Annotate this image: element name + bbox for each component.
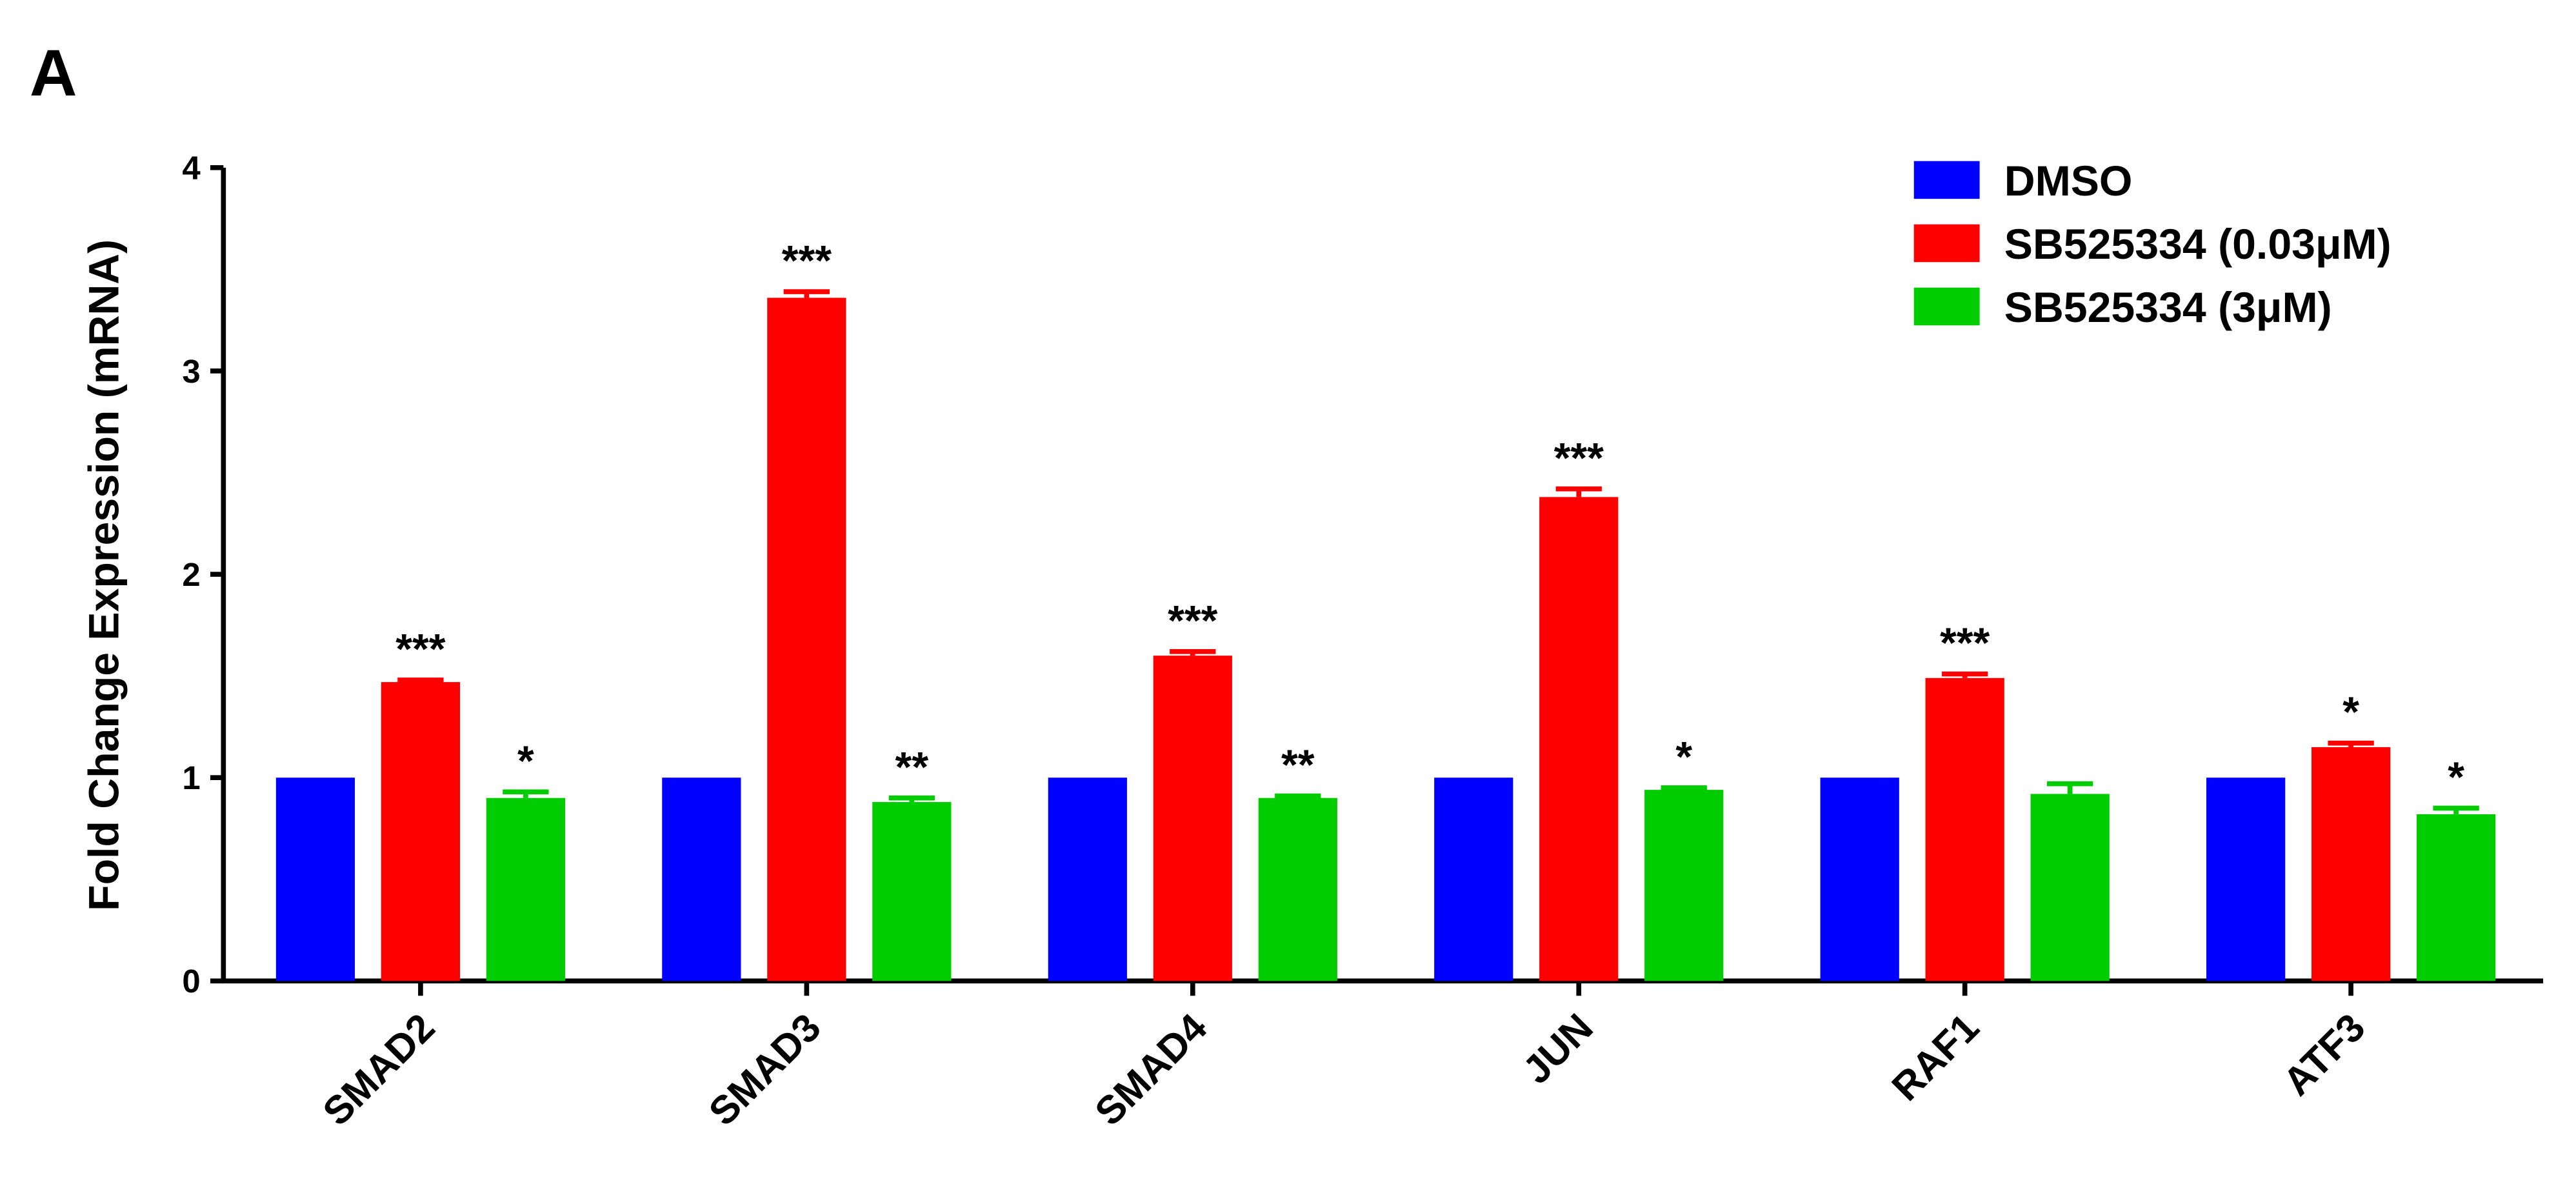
legend-swatch <box>1913 224 1980 263</box>
bar <box>486 798 566 981</box>
bar <box>2416 814 2496 981</box>
x-tick-label: RAF1 <box>1883 1005 1987 1109</box>
bar <box>872 802 952 981</box>
significance: *** <box>1554 434 1604 482</box>
y-tick-label: 3 <box>182 353 200 390</box>
x-tick-label: ATF3 <box>2275 1005 2373 1104</box>
x-tick-label: SMAD3 <box>701 1005 829 1134</box>
significance: *** <box>395 625 446 673</box>
bar <box>662 778 741 981</box>
x-tick-label: JUN <box>1514 1005 1601 1092</box>
bar <box>767 297 846 981</box>
y-tick-label: 4 <box>182 150 201 186</box>
bar <box>1925 677 2004 981</box>
y-tick-label: 2 <box>182 556 200 593</box>
bar <box>1539 497 1619 981</box>
x-tick-label: SMAD2 <box>314 1005 443 1134</box>
significance: *** <box>1940 619 1990 667</box>
bar <box>381 682 461 981</box>
significance: * <box>1675 734 1692 781</box>
bar <box>1048 778 1127 981</box>
significance: ** <box>1281 741 1315 789</box>
panel-label: A <box>30 36 77 110</box>
legend-swatch <box>1913 161 1980 199</box>
bar <box>1434 778 1513 981</box>
legend-label: SB525334 (0.03μM) <box>2004 221 2391 268</box>
legend-swatch <box>1913 287 1980 326</box>
significance: * <box>517 737 534 785</box>
bar <box>1153 656 1232 981</box>
significance: * <box>2342 688 2359 736</box>
y-tick-label: 1 <box>182 759 200 796</box>
significance: ** <box>895 743 929 791</box>
y-tick-label: 0 <box>182 963 200 999</box>
y-axis-label: Fold Change Expression (mRNA) <box>80 239 128 911</box>
bar <box>1820 778 1899 981</box>
legend-label: DMSO <box>2004 157 2133 205</box>
significance: * <box>2448 754 2464 801</box>
x-tick-label: SMAD4 <box>1086 1005 1215 1134</box>
bar <box>2030 794 2110 981</box>
bar <box>275 778 355 981</box>
bar <box>1258 798 1337 981</box>
bar <box>2311 747 2391 981</box>
bar <box>1644 790 1724 981</box>
legend-label: SB525334 (3μM) <box>2004 284 2332 332</box>
significance: *** <box>782 237 832 285</box>
significance: *** <box>1168 597 1218 645</box>
bar <box>2206 778 2286 981</box>
